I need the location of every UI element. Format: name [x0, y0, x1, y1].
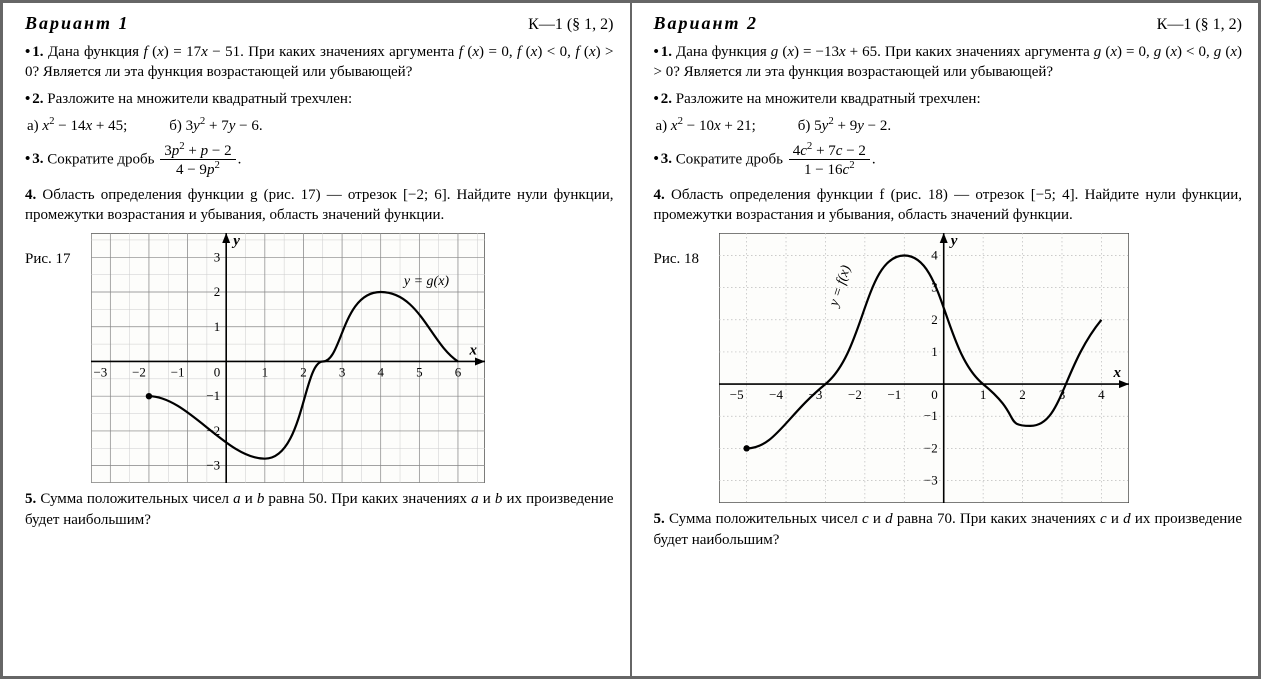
task-3-tail: . [238, 151, 242, 167]
figure-wrap: Рис. 17 −3−2−1123456−3−2−11230yxy = g(x) [25, 233, 614, 483]
k-ref: К—1 (§ 1, 2) [1157, 16, 1242, 34]
svg-text:3: 3 [213, 250, 220, 265]
task-2-parts: а) x2 − 10x + 21; б) 5y2 + 9y − 2. [656, 115, 1243, 135]
fraction: 3p2 + p − 24 − 9p2 [160, 141, 235, 179]
svg-text:4: 4 [377, 365, 384, 380]
svg-text:1: 1 [980, 387, 987, 402]
task-3-lead: Сократите дробь [676, 151, 787, 167]
task-2: 2. Разложите на множители квадратный тре… [25, 89, 614, 109]
svg-text:y: y [231, 233, 240, 249]
task-2a: а) x2 − 14x + 45; [27, 115, 127, 135]
task-3: 3. Сократите дробь 3p2 + p − 24 − 9p2. [25, 141, 614, 179]
svg-text:x: x [468, 343, 477, 359]
fraction: 4c2 + 7c − 21 − 16c2 [789, 141, 870, 179]
variant-title: Вариант 2 [654, 13, 759, 34]
chart: −3−2−1123456−3−2−11230yxy = g(x) [91, 233, 485, 483]
svg-text:x: x [1113, 365, 1122, 381]
svg-text:−2: −2 [132, 365, 146, 380]
svg-text:−3: −3 [206, 458, 220, 473]
svg-text:−3: −3 [93, 365, 107, 380]
frac-bot: 4 − 9p2 [160, 160, 235, 179]
task-2: 2. Разложите на множители квадратный тре… [654, 89, 1243, 109]
svg-text:0: 0 [213, 365, 220, 380]
task-5-text: Сумма положительных чисел a и b равна 50… [25, 491, 614, 527]
svg-text:3: 3 [338, 365, 345, 380]
task-3: 3. Сократите дробь 4c2 + 7c − 21 − 16c2. [654, 141, 1243, 179]
chart: −5−4−3−2−11234−3−2−112340yxy = f(x) [719, 233, 1129, 503]
svg-text:0: 0 [931, 387, 938, 402]
task-1-text: Дана функция g (x) = −13x + 65. При каки… [654, 44, 1243, 80]
task-2a: а) x2 − 10x + 21; [656, 115, 756, 135]
frac-top: 3p2 + p − 2 [160, 141, 235, 161]
figure-label: Рис. 17 [25, 251, 71, 268]
header: Вариант 1 К—1 (§ 1, 2) [25, 13, 614, 34]
svg-text:−3: −3 [924, 473, 938, 488]
svg-text:−1: −1 [924, 408, 938, 423]
task-4: 4. Область определения функции g (рис. 1… [25, 185, 614, 226]
svg-text:1: 1 [931, 344, 938, 359]
svg-text:−1: −1 [170, 365, 184, 380]
variant-2: Вариант 2 К—1 (§ 1, 2) 1. Дана функция g… [630, 3, 1259, 676]
chart-container: −3−2−1123456−3−2−11230yxy = g(x) [91, 233, 485, 483]
k-ref: К—1 (§ 1, 2) [528, 16, 613, 34]
svg-text:−1: −1 [887, 387, 901, 402]
svg-text:−2: −2 [924, 441, 938, 456]
svg-text:−4: −4 [769, 387, 783, 402]
variant-title: Вариант 1 [25, 13, 130, 34]
task-2b: б) 5y2 + 9y − 2. [798, 115, 891, 135]
svg-text:2: 2 [1019, 387, 1025, 402]
task-4-text: Область определения функции g (рис. 17) … [25, 187, 614, 223]
svg-text:4: 4 [931, 248, 938, 263]
task-4-text: Область определения функции f (рис. 18) … [654, 187, 1243, 223]
svg-text:5: 5 [416, 365, 423, 380]
svg-text:−2: −2 [848, 387, 862, 402]
svg-text:4: 4 [1098, 387, 1105, 402]
task-2b: б) 3y2 + 7y − 6. [169, 115, 262, 135]
svg-text:2: 2 [931, 312, 938, 327]
task-2-text: Разложите на множители квадратный трехчл… [676, 91, 981, 107]
figure-wrap: Рис. 18 −5−4−3−2−11234−3−2−112340yxy = f… [654, 233, 1243, 503]
svg-text:y: y [949, 233, 958, 249]
task-5: 5. Сумма положительных чисел a и b равна… [25, 489, 614, 530]
task-4: 4. Область определения функции f (рис. 1… [654, 185, 1243, 226]
task-5: 5. Сумма положительных чисел c и d равна… [654, 509, 1243, 550]
svg-text:2: 2 [300, 365, 307, 380]
chart-container: −5−4−3−2−11234−3−2−112340yxy = f(x) [719, 233, 1129, 503]
page: Вариант 1 К—1 (§ 1, 2) 1. Дана функция f… [0, 0, 1261, 679]
task-1: 1. Дана функция g (x) = −13x + 65. При к… [654, 42, 1243, 83]
task-3-lead: Сократите дробь [47, 151, 158, 167]
svg-text:1: 1 [261, 365, 268, 380]
task-1: 1. Дана функция f (x) = 17x − 51. При ка… [25, 42, 614, 83]
header: Вариант 2 К—1 (§ 1, 2) [654, 13, 1243, 34]
task-5-text: Сумма положительных чисел c и d равна 70… [654, 511, 1243, 547]
frac-bot: 1 − 16c2 [789, 160, 870, 179]
svg-text:6: 6 [454, 365, 461, 380]
frac-top: 4c2 + 7c − 2 [789, 141, 870, 161]
variant-1: Вариант 1 К—1 (§ 1, 2) 1. Дана функция f… [3, 3, 630, 676]
task-1-text: Дана функция f (x) = 17x − 51. При каких… [25, 44, 614, 80]
svg-text:2: 2 [213, 284, 220, 299]
figure-label: Рис. 18 [654, 251, 700, 268]
svg-text:y = g(x): y = g(x) [401, 274, 449, 289]
svg-text:1: 1 [213, 319, 220, 334]
task-2-parts: а) x2 − 14x + 45; б) 3y2 + 7y − 6. [27, 115, 614, 135]
svg-text:−1: −1 [206, 388, 220, 403]
svg-text:−5: −5 [730, 387, 744, 402]
task-2-text: Разложите на множители квадратный трехчл… [47, 91, 352, 107]
task-3-tail: . [872, 151, 876, 167]
